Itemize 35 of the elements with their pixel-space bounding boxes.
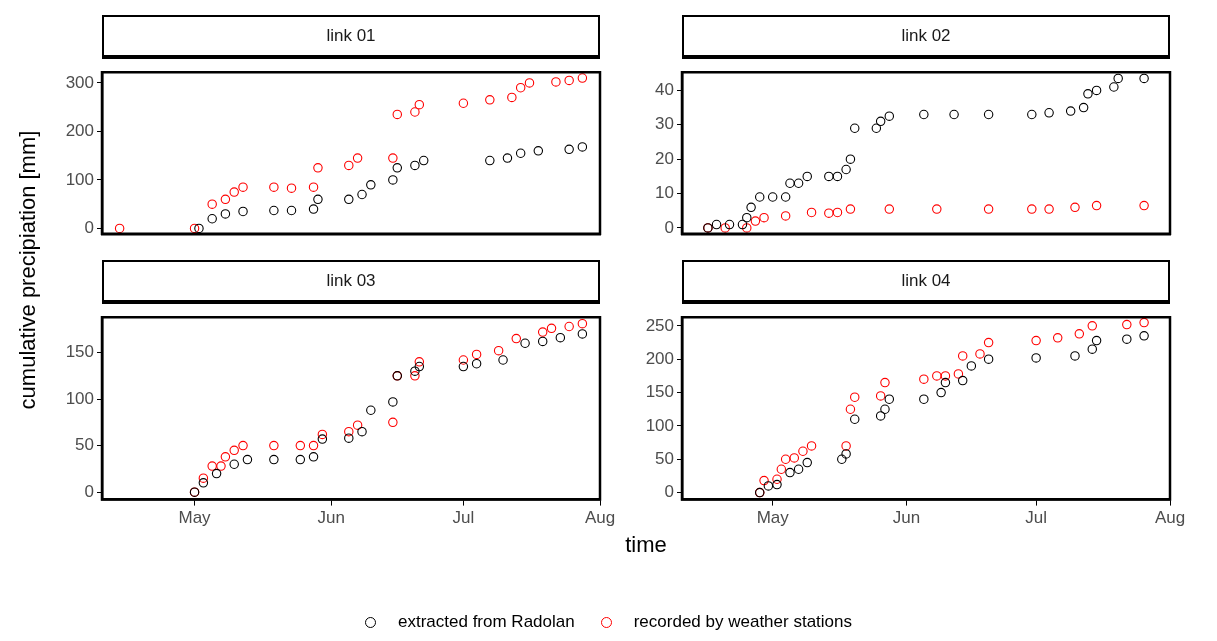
y-tick-label: 0 [84,481,94,501]
x-tick-label: Jun [892,508,921,528]
x-tick-label: Aug [1154,508,1186,528]
x-tick-label: May [756,508,790,528]
x-tick-label: May [178,508,212,528]
y-tick-label: 50 [75,435,94,455]
chart-title: link 04 [682,260,1170,304]
y-tick-label: 0 [664,217,674,237]
y-tick-label: 0 [664,482,674,502]
y-tick-label: 0 [84,218,94,238]
y-tick-label: 30 [655,114,674,134]
x-tick-label: Jul [1025,508,1047,528]
y-tick-label: 20 [655,148,674,168]
chart-title: link 03 [102,260,600,304]
y-tick-label: 50 [655,448,674,468]
x-tick-label: Jul [452,508,475,528]
x-axis-title: time [625,532,667,558]
y-tick-label: 200 [65,121,94,141]
legend-label: recorded by weather stations [633,612,852,632]
y-tick-label: 250 [645,315,674,335]
y-tick-label: 300 [65,72,94,92]
y-tick-label: 100 [65,388,94,408]
chart-title: link 02 [682,15,1170,59]
y-tick-label: 100 [645,415,674,435]
y-tick-label: 100 [65,169,94,189]
legend-label: extracted from Radolan [398,612,575,632]
y-tick-label: 40 [655,80,674,100]
chart-title: link 01 [102,15,600,59]
y-tick-label: 200 [645,348,674,368]
y-tick-label: 150 [645,382,674,402]
y-tick-label: 150 [65,342,94,362]
x-tick-label: Jun [317,508,345,528]
y-tick-label: 10 [655,183,674,203]
x-tick-label: Aug [584,508,616,528]
y-axis-title: cumulative precipiation [mm] [15,130,41,410]
